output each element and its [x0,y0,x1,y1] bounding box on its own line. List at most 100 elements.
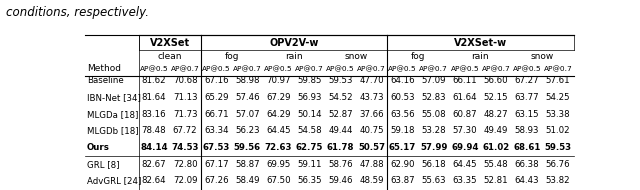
Text: 69.95: 69.95 [266,160,291,169]
Text: fog: fog [411,52,426,61]
Text: 59.53: 59.53 [545,143,572,152]
Text: 57.46: 57.46 [235,93,260,102]
Text: 57.99: 57.99 [420,143,447,152]
Text: rain: rain [285,52,303,61]
Text: 60.53: 60.53 [390,93,415,102]
Text: GRL [8]: GRL [8] [87,160,120,169]
Text: AP@0.7: AP@0.7 [295,65,324,72]
Text: 67.27: 67.27 [515,76,540,85]
Text: 71.13: 71.13 [173,93,198,102]
Text: AP@0.7: AP@0.7 [233,65,262,72]
Text: 59.11: 59.11 [297,160,322,169]
Text: MLGDb [18]: MLGDb [18] [87,126,139,135]
Text: 67.29: 67.29 [266,93,291,102]
Text: 59.46: 59.46 [328,176,353,185]
Text: 59.18: 59.18 [390,126,415,135]
Text: 67.50: 67.50 [266,176,291,185]
Text: 56.18: 56.18 [421,160,446,169]
Text: 62.75: 62.75 [296,143,323,152]
Text: clean: clean [157,52,182,61]
Text: 43.73: 43.73 [359,93,384,102]
Text: 65.29: 65.29 [204,93,228,102]
Text: 67.26: 67.26 [204,176,228,185]
Text: 55.08: 55.08 [421,110,446,119]
Text: 78.48: 78.48 [141,126,166,135]
Text: IBN-Net [34]: IBN-Net [34] [87,93,141,102]
Text: 70.68: 70.68 [173,76,198,85]
Text: 50.57: 50.57 [358,143,385,152]
Text: 67.53: 67.53 [202,143,230,152]
Text: AP@0.5: AP@0.5 [326,65,355,72]
Text: 61.02: 61.02 [482,143,509,152]
Text: AP@0.5: AP@0.5 [388,65,417,72]
Text: 52.81: 52.81 [484,176,508,185]
Text: 57.07: 57.07 [235,110,260,119]
Text: 66.71: 66.71 [204,110,228,119]
Text: 63.34: 63.34 [204,126,228,135]
Text: AP@0.7: AP@0.7 [481,65,510,72]
Text: 37.66: 37.66 [359,110,384,119]
Text: MLGDa [18]: MLGDa [18] [87,110,138,119]
Text: 63.56: 63.56 [390,110,415,119]
Text: AdvGRL [24]: AdvGRL [24] [87,176,141,185]
Text: 57.30: 57.30 [452,126,477,135]
Text: rain: rain [472,52,489,61]
Text: 57.61: 57.61 [546,76,570,85]
Text: Baseline: Baseline [87,76,124,85]
Text: 59.53: 59.53 [328,76,353,85]
Text: 70.97: 70.97 [266,76,291,85]
Text: 63.15: 63.15 [515,110,540,119]
Text: 67.72: 67.72 [173,126,198,135]
Text: AP@0.7: AP@0.7 [357,65,386,72]
Text: 60.87: 60.87 [452,110,477,119]
Text: conditions, respectively.: conditions, respectively. [6,6,149,19]
Text: AP@0.5: AP@0.5 [451,65,479,72]
Text: 47.70: 47.70 [359,76,384,85]
Text: AP@0.7: AP@0.7 [419,65,448,72]
Text: 63.35: 63.35 [452,176,477,185]
Text: 53.28: 53.28 [421,126,446,135]
Text: Ours: Ours [87,143,110,152]
Text: 49.44: 49.44 [328,126,353,135]
Text: 52.15: 52.15 [484,93,508,102]
Text: 72.09: 72.09 [173,176,197,185]
Text: 74.53: 74.53 [172,143,199,152]
Text: 56.76: 56.76 [546,160,570,169]
Text: 58.49: 58.49 [235,176,260,185]
Text: 54.52: 54.52 [328,93,353,102]
Text: V2XSet: V2XSet [150,38,189,48]
Text: 81.62: 81.62 [141,76,166,85]
Text: AP@0.7: AP@0.7 [171,65,200,72]
Text: 48.27: 48.27 [484,110,508,119]
Text: 82.64: 82.64 [141,176,166,185]
Text: 47.88: 47.88 [359,160,384,169]
Text: 72.80: 72.80 [173,160,198,169]
Text: 52.87: 52.87 [328,110,353,119]
Text: 83.16: 83.16 [141,110,166,119]
Text: 61.64: 61.64 [452,93,477,102]
Text: 63.77: 63.77 [515,93,540,102]
Text: AP@0.5: AP@0.5 [140,65,168,72]
Text: 64.29: 64.29 [266,110,291,119]
Text: 40.75: 40.75 [359,126,384,135]
Text: 52.83: 52.83 [421,93,446,102]
Text: 72.63: 72.63 [264,143,292,152]
Text: 53.82: 53.82 [546,176,570,185]
Text: 67.16: 67.16 [204,76,228,85]
Text: AP@0.5: AP@0.5 [513,65,541,72]
Text: 51.02: 51.02 [546,126,570,135]
Text: 59.85: 59.85 [297,76,322,85]
Text: 58.87: 58.87 [235,160,260,169]
Text: 58.93: 58.93 [515,126,539,135]
Text: 58.98: 58.98 [235,76,260,85]
Text: 64.45: 64.45 [452,160,477,169]
Text: 68.61: 68.61 [513,143,541,152]
Text: 61.78: 61.78 [327,143,354,152]
Text: 50.14: 50.14 [297,110,322,119]
Text: AP@0.5: AP@0.5 [264,65,292,72]
Text: snow: snow [531,52,554,61]
Text: 84.14: 84.14 [140,143,168,152]
Text: OPV2V-w: OPV2V-w [269,38,319,48]
Text: 65.17: 65.17 [389,143,416,152]
Text: AP@0.7: AP@0.7 [543,65,572,72]
